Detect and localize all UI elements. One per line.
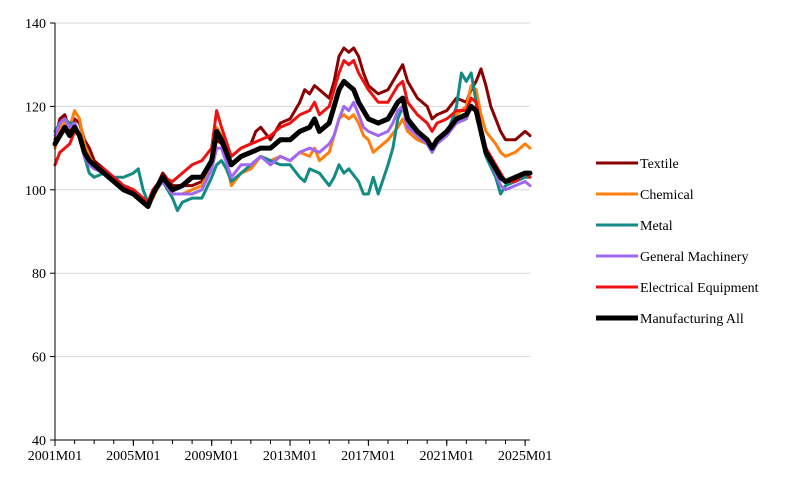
y-tick-label: 40	[32, 434, 46, 449]
legend-label-manufacturing-all: Manufacturing All	[640, 312, 744, 327]
series-line-manufacturing-all	[52, 78, 533, 209]
x-tick-label: 2005M01	[106, 449, 160, 464]
x-tick-label: 2017M01	[341, 449, 395, 464]
x-tick-label: 2021M01	[420, 449, 474, 464]
series-line-electrical-equipment	[53, 59, 532, 204]
x-tick-label: 2009M01	[184, 449, 238, 464]
legend-label-general-machinery: General Machinery	[640, 250, 748, 265]
x-tick-label: 2013M01	[263, 449, 317, 464]
y-tick-label: 100	[25, 184, 46, 199]
legend-label-electrical-equipment: Electrical Equipment	[640, 281, 759, 296]
y-tick-label: 140	[25, 17, 46, 32]
series-lines	[52, 46, 533, 213]
series-line-metal	[53, 71, 532, 213]
series-line-textile	[53, 46, 532, 204]
y-tick-label: 120	[25, 100, 46, 115]
x-tick-label: 2025M01	[498, 449, 552, 464]
y-tick-label: 80	[32, 267, 46, 282]
legend-label-metal: Metal	[640, 219, 673, 234]
legend-label-textile: Textile	[640, 157, 679, 172]
legend-label-chemical: Chemical	[640, 188, 694, 203]
axes: 40 60 80 100 120 140 2001M01 2005M01 2009M01 2013…	[25, 17, 552, 464]
x-tick-label: 2001M01	[28, 449, 82, 464]
series-line-chemical	[53, 84, 532, 204]
y-tick-label: 60	[32, 351, 46, 366]
legend: Textile Chemical Metal General Machinery Ele…	[596, 157, 759, 327]
